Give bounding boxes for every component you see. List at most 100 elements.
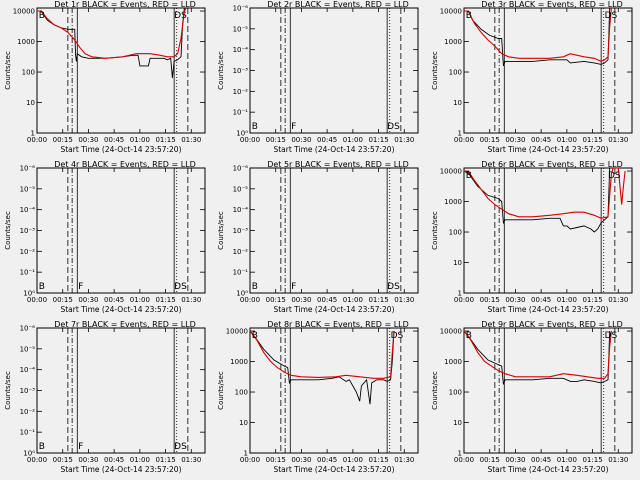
x-tick-label: 00:30	[291, 136, 311, 144]
x-tick-label: 00:15	[480, 136, 500, 144]
chart-title: Det 2r BLACK = Events, RED = LLD	[267, 0, 409, 9]
y-axis-label: Counts/sec	[4, 211, 12, 250]
series-lld-line	[464, 8, 612, 63]
y-tick-label: 100	[449, 229, 462, 237]
plot-frame	[249, 167, 419, 294]
x-tick-label: 01:15	[155, 136, 175, 144]
y-tick-label: 10⁻³	[233, 227, 249, 235]
plot-frame	[463, 167, 633, 294]
x-tick-label: 01:00	[557, 136, 577, 144]
y-tick-label: 10⁻⁵	[20, 345, 36, 353]
y-tick-label: 10⁻⁵	[233, 25, 249, 33]
x-axis-label: Start Time (24-Oct-14 23:57:20)	[273, 305, 394, 314]
x-tick-label: 01:15	[368, 296, 388, 304]
x-tick-label: 01:30	[181, 296, 201, 304]
x-tick-label: 01:15	[368, 136, 388, 144]
y-axis-label: Counts/sec	[217, 371, 225, 410]
y-tick-label: 10	[239, 419, 248, 427]
marker-label: B	[39, 282, 45, 292]
marker-label: B	[466, 331, 472, 341]
x-tick-label: 00:15	[266, 136, 286, 144]
y-tick-label: 100	[449, 389, 462, 397]
x-tick-label: 01:00	[343, 296, 363, 304]
y-axis-label: Counts/sec	[431, 371, 439, 410]
marker-label: F	[291, 282, 296, 292]
y-tick-label: 1000	[444, 198, 462, 206]
chart-title: Det 9r BLACK = Events, RED = LLD	[481, 320, 623, 329]
x-tick-label: 01:15	[582, 296, 602, 304]
y-axis-label: Counts/sec	[431, 51, 439, 90]
plot-frame	[36, 167, 206, 294]
x-tick-label: 00:00	[454, 296, 474, 304]
y-tick-label: 10⁻⁴	[233, 46, 249, 54]
y-tick-label: 1000	[17, 38, 35, 46]
chart-panel-8: Det 8r BLACK = Events, RED = LLD Counts/s…	[217, 320, 419, 474]
marker-label: DS	[605, 331, 618, 341]
x-tick-label: 01:00	[343, 456, 363, 464]
y-tick-label: 10⁻³	[20, 387, 36, 395]
x-tick-label: 01:00	[130, 296, 150, 304]
x-axis-label: Start Time (24-Oct-14 23:57:20)	[487, 305, 608, 314]
x-tick-label: 01:30	[394, 136, 414, 144]
y-tick-label: 10⁻³	[20, 227, 36, 235]
y-tick-label: 1000	[230, 358, 248, 366]
chart-title: Det 5r BLACK = Events, RED = LLD	[267, 160, 409, 169]
chart-panel-6: Det 6r BLACK = Events, RED = LLD Counts/s…	[431, 160, 633, 314]
series-events-line	[464, 330, 611, 385]
series-lld-line	[464, 330, 612, 379]
y-tick-label: 1000	[444, 38, 462, 46]
chart-title: Det 1r BLACK = Events, RED = LLD	[54, 0, 196, 9]
y-tick-label: 1000	[444, 358, 462, 366]
y-tick-label: 1	[458, 290, 462, 298]
y-tick-label: 10⁰	[236, 290, 248, 298]
x-tick-label: 01:00	[130, 136, 150, 144]
marker-label: F	[78, 282, 83, 292]
x-tick-label: 01:15	[368, 456, 388, 464]
series-lld-line	[464, 168, 626, 219]
y-tick-label: 10⁻⁴	[20, 366, 36, 374]
y-tick-label: 10⁻¹	[233, 269, 249, 277]
x-tick-label: 01:00	[557, 456, 577, 464]
marker-label: DS	[605, 11, 618, 21]
series-events-line	[37, 8, 185, 79]
x-tick-label: 01:15	[155, 456, 175, 464]
chart-title: Det 3r BLACK = Events, RED = LLD	[481, 0, 623, 9]
y-tick-label: 10⁻⁶	[233, 165, 249, 173]
x-tick-label: 00:30	[505, 296, 525, 304]
x-tick-label: 00:00	[27, 296, 47, 304]
x-axis-label: Start Time (24-Oct-14 23:57:20)	[60, 465, 181, 474]
x-tick-label: 00:15	[480, 296, 500, 304]
x-tick-label: 00:00	[240, 296, 260, 304]
y-tick-label: 10⁻³	[233, 67, 249, 75]
x-tick-label: 00:30	[291, 456, 311, 464]
y-tick-label: 10⁻⁴	[20, 206, 36, 214]
x-tick-label: 00:15	[53, 296, 73, 304]
plot-frame	[249, 7, 419, 134]
y-tick-label: 10⁻²	[20, 408, 36, 416]
x-tick-label: 00:15	[266, 456, 286, 464]
x-tick-label: 00:45	[317, 296, 337, 304]
y-tick-label: 1	[31, 130, 35, 138]
marker-label: B	[466, 11, 472, 21]
chart-panel-1: Det 1r BLACK = Events, RED = LLD Counts/s…	[4, 0, 206, 154]
x-tick-label: 00:00	[27, 456, 47, 464]
y-tick-label: 10⁻¹	[20, 429, 36, 437]
y-tick-label: 10⁻⁶	[20, 165, 36, 173]
y-tick-label: 100	[235, 389, 248, 397]
y-tick-label: 10⁻⁵	[233, 185, 249, 193]
y-tick-label: 10	[453, 259, 462, 267]
y-axis-label: Counts/sec	[217, 211, 225, 250]
x-tick-label: 00:00	[27, 136, 47, 144]
x-tick-label: 01:30	[608, 296, 628, 304]
x-axis-label: Start Time (24-Oct-14 23:57:20)	[487, 145, 608, 154]
x-tick-label: 00:00	[240, 136, 260, 144]
y-tick-label: 10⁻²	[20, 248, 36, 256]
marker-label: F	[78, 442, 83, 452]
x-tick-label: 00:30	[505, 456, 525, 464]
marker-label: DS	[387, 282, 400, 292]
y-tick-label: 10000	[226, 328, 248, 336]
chart-panel-2: Det 2r BLACK = Events, RED = LLD Counts/s…	[217, 0, 419, 154]
marker-label: B	[466, 171, 472, 181]
plot-frame	[463, 327, 633, 454]
